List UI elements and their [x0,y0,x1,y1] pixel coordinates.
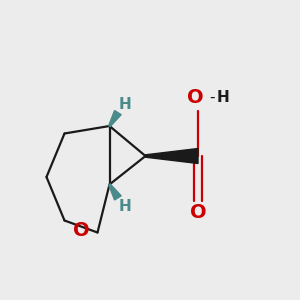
Text: O: O [190,203,206,223]
Text: H: H [217,90,230,105]
Text: H: H [118,97,131,112]
Polygon shape [109,184,121,200]
Text: O: O [187,88,203,107]
Polygon shape [146,148,198,164]
Text: -: - [210,90,215,105]
Text: H: H [118,199,131,214]
Text: O: O [73,221,89,241]
Polygon shape [109,110,121,127]
